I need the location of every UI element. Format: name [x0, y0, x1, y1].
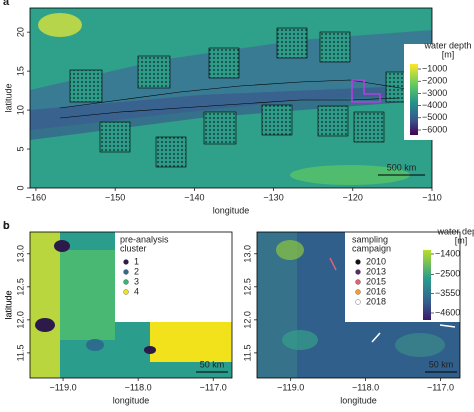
y-axis-label: latitude: [3, 290, 13, 319]
y-tick-label: 10: [15, 105, 25, 115]
x-axis-label: longitude: [340, 395, 377, 405]
y-axis-label: latitude: [3, 290, 13, 319]
y-tick-label: 12.5: [242, 278, 252, 296]
x-tick-label: −120: [343, 192, 363, 202]
colorbar-tick-label: −1000: [422, 63, 447, 73]
legend-marker: [355, 259, 361, 265]
map-b: [30, 232, 232, 378]
y-tick-label: 13.0: [242, 245, 252, 263]
x-tick-label: −117.0: [200, 382, 227, 392]
scale-bar-label: 50 km: [200, 359, 225, 369]
colorbar-tick-label: −5000: [422, 112, 447, 122]
frame-c: [256, 231, 461, 379]
scale-bar-label: 500 km: [387, 162, 417, 172]
colorbar-tick-label: −2500: [435, 269, 460, 279]
y-tick-label: 12.0: [242, 311, 252, 329]
legend-title: sampling: [352, 234, 388, 244]
colorbar-title: [m]: [442, 49, 455, 59]
y-tick-label: 5: [15, 147, 25, 152]
legend-label: 3: [134, 276, 139, 286]
legend-label: 2018: [366, 296, 386, 306]
colorbar-tick-label: −6000: [422, 124, 447, 134]
legend-label: 2013: [366, 266, 386, 276]
colorbar-tick-label: −3550: [435, 288, 460, 298]
legend-label: 2010: [366, 256, 386, 266]
colorbar-tick-label: −3000: [422, 88, 447, 98]
legend-label: 4: [134, 286, 139, 296]
legend-marker: [123, 259, 129, 265]
panel-label: c: [3, 220, 9, 232]
scale-bar-label: 50 km: [429, 359, 454, 369]
legend-marker: [123, 289, 129, 295]
colorbar-title: water depth: [423, 40, 471, 50]
x-axis-label: longitude: [213, 205, 250, 215]
x-tick-label: −117.0: [427, 382, 454, 392]
legend-marker: [355, 279, 361, 285]
y-tick-label: 20: [15, 27, 25, 37]
legend-label: 2015: [366, 276, 386, 286]
legend-marker: [355, 269, 361, 275]
colorbar-title: water depth: [436, 226, 474, 236]
x-tick-label: −140: [184, 192, 204, 202]
legend-title: pre-analysis: [120, 234, 169, 244]
legend-label: 2: [134, 266, 139, 276]
y-tick-label: 13.0: [15, 245, 25, 263]
x-tick-label: −160: [26, 192, 46, 202]
legend-title: cluster: [120, 243, 147, 253]
x-tick-label: −130: [263, 192, 283, 202]
x-tick-label: −110: [422, 192, 442, 202]
panel-label: b: [3, 220, 10, 232]
x-tick-label: −119.0: [277, 382, 304, 392]
colorbar-tick-label: −4600: [435, 307, 460, 317]
legend-marker: [123, 279, 129, 285]
panel-label: a: [3, 0, 10, 8]
y-tick-label: 12.0: [15, 311, 25, 329]
legend-title: campaign: [352, 243, 391, 253]
colorbar-tick-label: −2000: [422, 76, 447, 86]
legend-marker: [355, 299, 361, 305]
y-tick-label: 11.5: [15, 344, 25, 361]
legend-label: 1: [134, 256, 139, 266]
map-a: [30, 8, 432, 188]
y-tick-label: 12.5: [15, 278, 25, 296]
y-tick-label: 0: [15, 185, 25, 190]
colorbar-tick-label: −4000: [422, 100, 447, 110]
y-axis-label: latitude: [3, 83, 13, 112]
colorbar-tick-label: −1400: [435, 248, 460, 258]
y-tick-label: 11.5: [242, 344, 252, 361]
x-tick-label: −118.0: [125, 382, 152, 392]
frame-b: [29, 231, 233, 379]
colorbar-title: [m]: [455, 235, 468, 245]
x-tick-label: −118.0: [352, 382, 379, 392]
legend-label: 2016: [366, 286, 386, 296]
x-axis-label: longitude: [113, 395, 150, 405]
x-tick-label: −119.0: [49, 382, 76, 392]
x-tick-label: −150: [105, 192, 125, 202]
colorbar-a: [410, 64, 418, 135]
colorbar-c: [423, 250, 431, 320]
y-tick-label: 15: [15, 66, 25, 76]
legend-marker: [123, 269, 129, 275]
legend-marker: [355, 289, 361, 295]
